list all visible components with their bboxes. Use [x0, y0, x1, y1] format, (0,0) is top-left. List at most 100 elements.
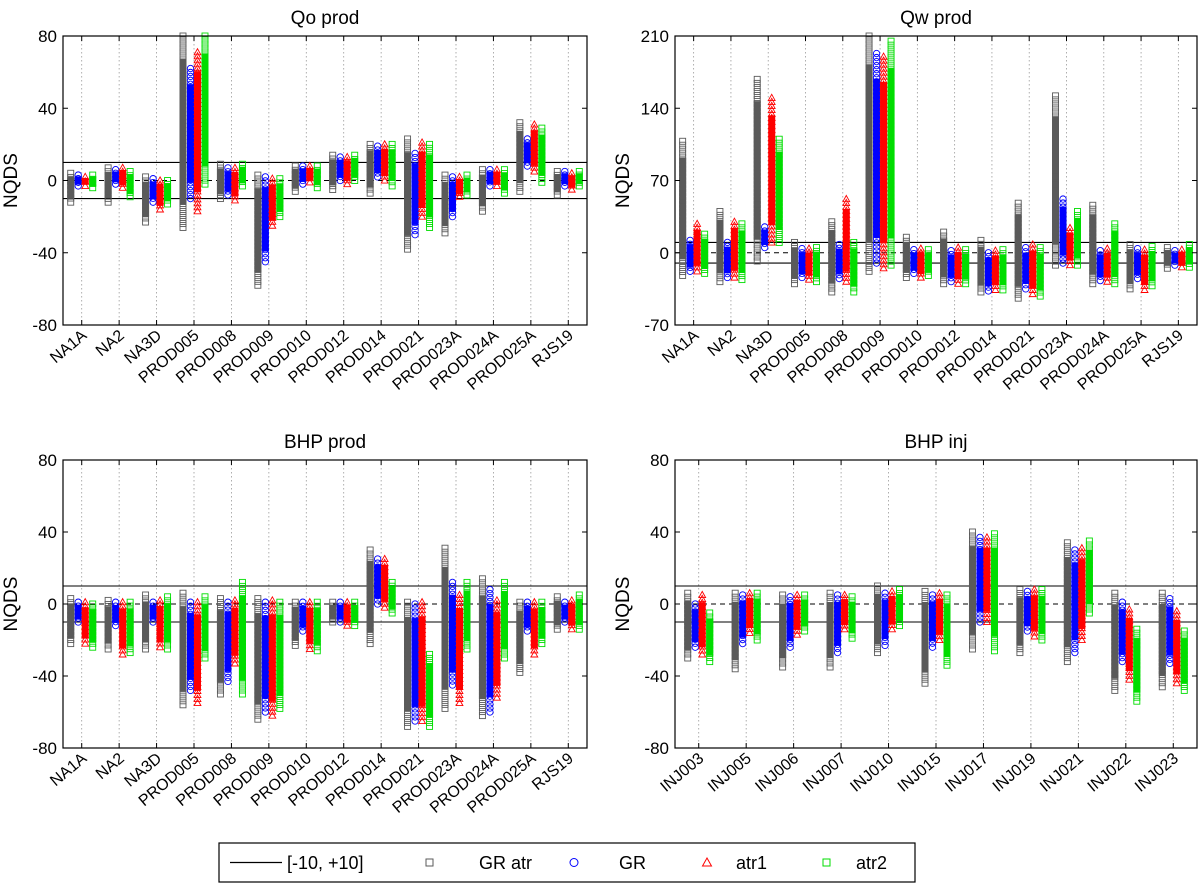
point-group-gr-atr-prod021 — [404, 135, 412, 253]
point-atr2 — [813, 274, 820, 282]
point-gr-atr — [1111, 622, 1119, 630]
point-atr1 — [230, 175, 240, 184]
point-gr — [691, 600, 699, 608]
point-group-atr2-rjs19 — [1185, 241, 1193, 271]
point-gr — [1023, 619, 1032, 627]
point-gr-atr — [254, 250, 262, 258]
point-gr-atr — [1063, 622, 1071, 630]
point-gr-atr — [441, 212, 449, 220]
point-cluster-atr1 — [1066, 232, 1074, 261]
point-gr — [872, 114, 881, 122]
point-gr — [373, 575, 382, 584]
point-gr — [786, 624, 794, 632]
point-gr-atr — [441, 704, 449, 712]
point-atr1 — [840, 620, 849, 629]
point-cluster-atr2 — [1180, 638, 1188, 684]
point-gr — [186, 131, 195, 140]
point-atr2 — [201, 144, 209, 152]
point-atr2 — [850, 243, 858, 251]
point-atr1 — [118, 175, 127, 183]
point-gr-atr — [179, 681, 187, 689]
point-atr2 — [276, 645, 284, 653]
point-gr-atr — [684, 597, 692, 605]
point-atr1 — [879, 187, 888, 196]
point-gr-atr — [679, 173, 687, 181]
point-gr — [561, 614, 569, 622]
point-atr1 — [840, 598, 849, 606]
point-atr1 — [455, 674, 464, 683]
point-gr — [1133, 270, 1142, 278]
point-atr1 — [879, 167, 888, 176]
point-atr2 — [887, 257, 895, 265]
point-atr2 — [991, 530, 998, 538]
point-gr — [261, 700, 270, 708]
point-atr2 — [991, 598, 998, 606]
point-atr2 — [887, 197, 895, 205]
point-gr — [833, 644, 842, 653]
point-gr-atr — [1126, 253, 1134, 261]
point-gr — [761, 227, 769, 235]
point-gr-atr — [291, 187, 299, 195]
point-gr — [261, 618, 270, 627]
point-atr1 — [1065, 235, 1075, 244]
point-atr2 — [238, 165, 246, 173]
point-atr1 — [268, 595, 277, 604]
point-atr1 — [305, 605, 314, 614]
point-atr2 — [388, 609, 396, 617]
point-gr — [947, 266, 955, 274]
point-gr-atr — [254, 687, 262, 695]
point-cluster-gr-atr — [731, 602, 739, 660]
point-atr2 — [753, 613, 761, 621]
point-gr — [523, 610, 532, 619]
point-gr-atr — [366, 566, 374, 574]
point-atr1 — [530, 633, 539, 642]
point-gr-atr — [404, 686, 412, 694]
point-gr-atr — [865, 156, 873, 164]
point-atr1 — [118, 645, 127, 654]
x-tick-label-rjs19: RJS19 — [529, 327, 577, 371]
point-gr — [261, 241, 270, 250]
point-atr1 — [953, 267, 963, 275]
point-gr-atr — [1111, 605, 1119, 613]
point-atr1 — [982, 597, 992, 605]
point-atr1 — [417, 657, 427, 665]
point-gr-atr — [404, 233, 412, 241]
point-atr1 — [1065, 239, 1075, 248]
point-atr2 — [164, 593, 172, 601]
point-atr1 — [193, 99, 202, 107]
point-gr — [411, 685, 419, 693]
point-gr-atr — [1111, 646, 1119, 654]
point-gr — [149, 178, 157, 187]
point-atr2 — [1185, 244, 1193, 252]
point-gr — [299, 169, 307, 177]
point-atr2 — [201, 76, 209, 84]
point-gr-atr — [753, 221, 761, 229]
point-gr-atr — [254, 242, 262, 250]
point-gr-atr — [684, 638, 692, 646]
point-atr1 — [492, 664, 502, 673]
point-gr — [1071, 577, 1079, 586]
point-cluster-atr2 — [1185, 247, 1193, 265]
point-atr2 — [775, 227, 783, 234]
point-gr — [881, 597, 889, 605]
point-atr1 — [455, 658, 464, 667]
point-atr1 — [417, 180, 427, 189]
point-gr — [723, 269, 732, 278]
point-atr2 — [238, 658, 246, 666]
point-gr — [411, 697, 419, 705]
point-atr1 — [1103, 268, 1112, 277]
point-cluster-gr-atr — [291, 607, 299, 641]
point-gr — [486, 664, 494, 673]
point-gr — [686, 244, 694, 252]
point-atr1 — [380, 578, 389, 587]
legend-square-marker-gr-atr — [425, 858, 434, 867]
point-gr-atr — [1016, 590, 1024, 597]
point-gr-atr — [441, 179, 449, 187]
series-gr — [74, 64, 569, 266]
point-gr-atr — [731, 621, 739, 629]
point-gr-atr — [716, 235, 724, 243]
point-atr2 — [1133, 669, 1141, 677]
point-group-gr-prod025a — [1133, 244, 1142, 283]
point-gr — [411, 214, 419, 223]
